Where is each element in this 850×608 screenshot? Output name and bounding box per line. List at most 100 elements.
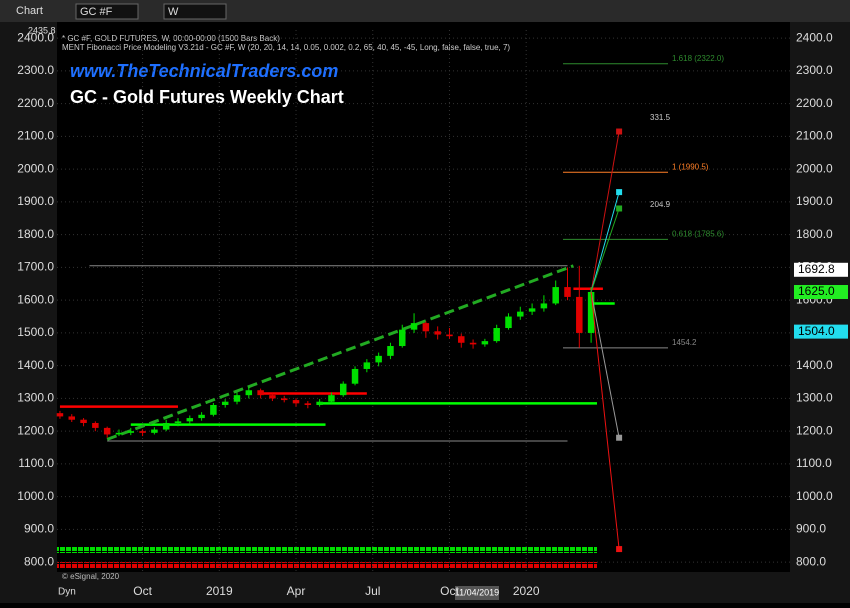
trendline bbox=[106, 264, 574, 441]
projection-target bbox=[616, 434, 623, 441]
candle-body bbox=[517, 311, 524, 317]
projection-target bbox=[616, 189, 623, 196]
candle-body bbox=[304, 403, 312, 405]
y-tick-label: 800.0 bbox=[796, 554, 826, 568]
fib-label: 0.618 (1785.6) bbox=[672, 230, 724, 239]
y-tick-label: 2300.0 bbox=[17, 63, 54, 77]
toolbar-chart[interactable]: Chart bbox=[16, 5, 43, 17]
candle-body bbox=[540, 303, 548, 309]
x-tick-label: Oct bbox=[133, 584, 152, 598]
y-tick-label: 1300.0 bbox=[17, 391, 54, 405]
candle-body bbox=[56, 413, 64, 417]
credit: © eSignal, 2020 bbox=[62, 572, 120, 581]
candle-body bbox=[292, 400, 300, 404]
y-tick-label: 2100.0 bbox=[796, 129, 833, 143]
candle-body bbox=[469, 342, 477, 345]
candle-body bbox=[493, 328, 500, 342]
y-tick-label: 2200.0 bbox=[17, 96, 54, 110]
toolbar-interval[interactable]: W bbox=[168, 6, 179, 18]
candle-body bbox=[221, 401, 229, 405]
y-tick-label: 1800.0 bbox=[17, 227, 54, 241]
projection-target bbox=[616, 205, 623, 212]
y-tick-label: 2400.0 bbox=[796, 30, 833, 44]
y-tick-label: 1100.0 bbox=[18, 456, 54, 470]
candle-body bbox=[351, 368, 359, 384]
x-tick-label: Jul bbox=[365, 584, 380, 598]
price-tag-label: 1692.8 bbox=[798, 262, 835, 276]
cursor-date-box bbox=[455, 586, 499, 600]
y-tick-label: 1900.0 bbox=[17, 194, 54, 208]
y-tick-label: 900.0 bbox=[24, 522, 54, 536]
y-tick-label: 1700.0 bbox=[17, 260, 54, 274]
candle-body bbox=[233, 395, 241, 402]
y-tick-label: 1300.0 bbox=[796, 391, 833, 405]
candle-body bbox=[410, 323, 418, 330]
candle-body bbox=[481, 341, 489, 345]
signal-strip bbox=[57, 562, 597, 568]
candle-body bbox=[446, 334, 453, 337]
candle-body bbox=[328, 395, 335, 402]
candle-body bbox=[587, 291, 595, 333]
candle-body bbox=[339, 383, 347, 396]
x-tick-label: Oct bbox=[440, 584, 459, 598]
top-value: 2435.8 bbox=[28, 25, 56, 35]
interval-box[interactable] bbox=[163, 3, 227, 20]
fib-label: 1.618 (2322.0) bbox=[672, 54, 724, 63]
y-tick-label: 2000.0 bbox=[796, 161, 833, 175]
candle-body bbox=[576, 296, 583, 333]
y-tick-label: 1000.0 bbox=[796, 489, 833, 503]
candle-body bbox=[363, 362, 371, 369]
projection-line bbox=[590, 291, 620, 438]
y-tick-label: 2100.0 bbox=[17, 129, 54, 143]
candle-body bbox=[280, 398, 288, 401]
x-axis-panel bbox=[0, 572, 850, 603]
candle-body bbox=[115, 432, 123, 435]
y-tick-label: 2300.0 bbox=[796, 63, 833, 77]
candle-body bbox=[387, 346, 394, 356]
x-tick-label: Apr bbox=[287, 584, 306, 598]
candle-body bbox=[162, 422, 170, 430]
cursor-date: 11/04/2019 bbox=[455, 587, 499, 597]
watermark: www.TheTechnicalTraders.com bbox=[70, 61, 338, 81]
candle-body bbox=[92, 422, 99, 428]
plot: 800.0 800.0 900.0 900.0 1000.0 1000.0 1100.0 11… bbox=[17, 30, 848, 598]
candle-body bbox=[174, 421, 182, 423]
annotation: 331.5 bbox=[650, 113, 671, 122]
candle-body bbox=[269, 395, 276, 399]
projection-line bbox=[590, 131, 620, 293]
y-tick-label: 1600.0 bbox=[17, 292, 54, 306]
candle-body bbox=[68, 416, 76, 420]
x-tick-label: 2020 bbox=[513, 584, 540, 598]
candle-body bbox=[505, 316, 512, 329]
candle-body bbox=[210, 404, 217, 415]
scale-mode[interactable]: Dyn bbox=[58, 587, 76, 598]
fib-label: 1 (1990.5) bbox=[672, 162, 709, 171]
header-line: MENT Fibonacci Price Modeling V3.21d - G… bbox=[62, 43, 510, 52]
y-tick-label: 2400.0 bbox=[17, 30, 54, 44]
candle-body bbox=[552, 287, 559, 304]
candle-body bbox=[316, 401, 323, 405]
candle-body bbox=[80, 419, 87, 423]
candle-body bbox=[434, 331, 441, 335]
candle-body bbox=[257, 390, 264, 396]
y-tick-label: 1800.0 bbox=[796, 227, 833, 241]
y-tick-label: 900.0 bbox=[796, 522, 826, 536]
signal-strip bbox=[57, 547, 597, 553]
symbol-box[interactable] bbox=[75, 3, 139, 20]
y-tick-label: 1900.0 bbox=[796, 194, 833, 208]
toolbar-symbol[interactable]: GC #F bbox=[80, 6, 113, 18]
candle-body bbox=[127, 431, 135, 433]
price-tag-label: 1504.0 bbox=[798, 324, 835, 338]
chart-title: GC - Gold Futures Weekly Chart bbox=[70, 87, 344, 107]
candle-body bbox=[399, 329, 406, 347]
y-tick-label: 2200.0 bbox=[796, 96, 833, 110]
candle-body bbox=[564, 287, 571, 297]
candle-body bbox=[458, 336, 465, 343]
x-tick-label: 2019 bbox=[206, 584, 233, 598]
price-tag bbox=[794, 262, 848, 277]
projection-line bbox=[590, 291, 620, 550]
left-axis-panel bbox=[0, 22, 57, 572]
candle-body bbox=[422, 323, 430, 332]
